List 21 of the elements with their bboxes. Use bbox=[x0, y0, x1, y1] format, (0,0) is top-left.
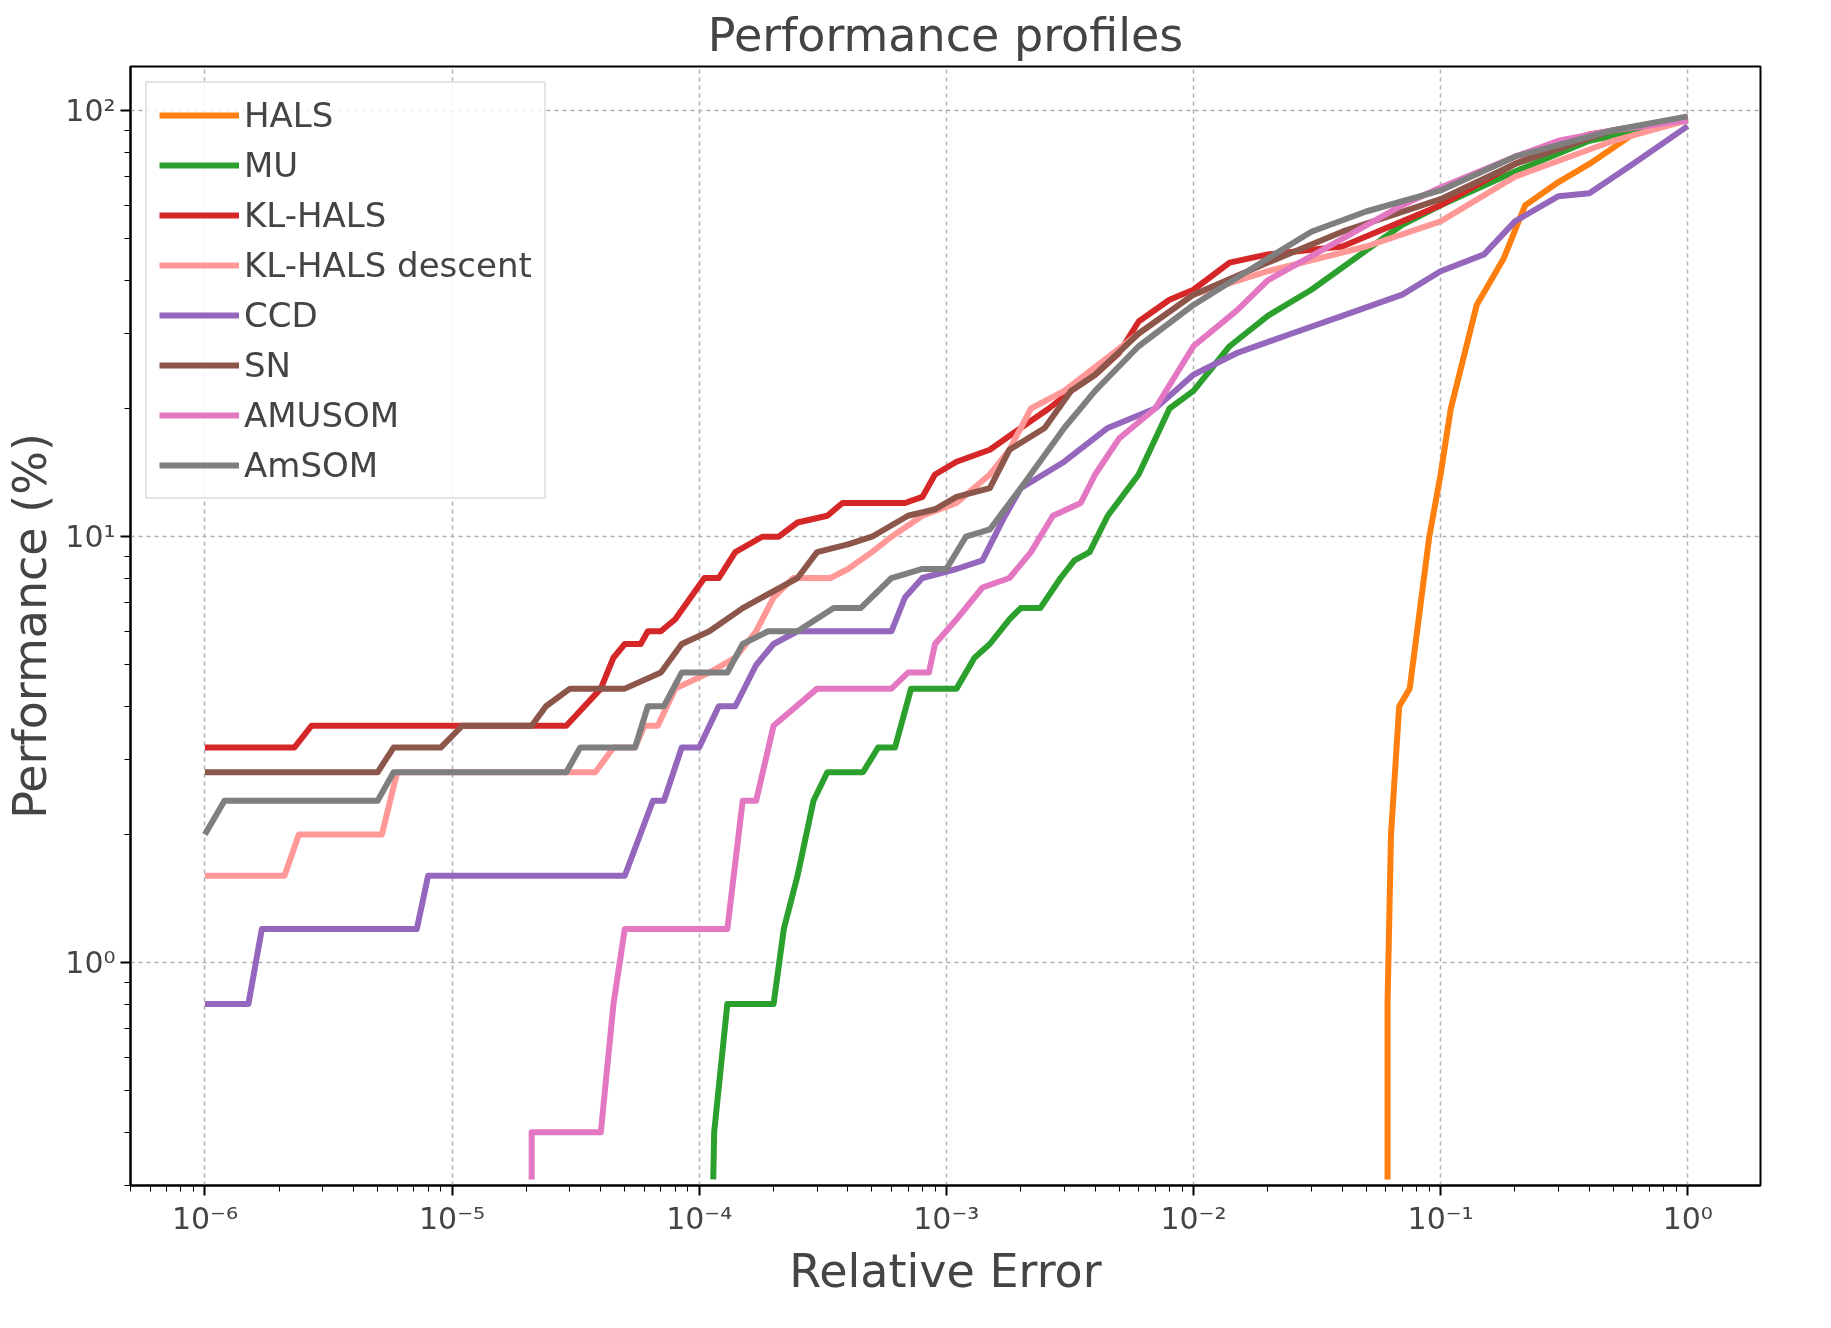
x-tick-label: 10⁰ bbox=[1662, 1200, 1713, 1236]
x-axis-title: Relative Error bbox=[789, 1243, 1102, 1298]
legend-label: CCD bbox=[244, 295, 318, 335]
legend-label: HALS bbox=[244, 95, 334, 135]
legend-label: MU bbox=[244, 145, 299, 185]
x-tick-label: 10⁻⁶ bbox=[171, 1200, 238, 1236]
legend-label: AMUSOM bbox=[244, 395, 400, 435]
x-tick-label: 10⁻³ bbox=[913, 1200, 980, 1236]
x-tick-label: 10⁻⁵ bbox=[419, 1200, 486, 1236]
y-tick-label: 10² bbox=[65, 93, 116, 129]
x-tick-label: 10⁻⁴ bbox=[666, 1200, 733, 1236]
legend-label: KL-HALS descent bbox=[244, 245, 532, 285]
legend-label: AmSOM bbox=[244, 445, 379, 485]
y-axis-title: Performance (%) bbox=[3, 433, 58, 819]
legend-label: KL-HALS bbox=[244, 195, 387, 235]
y-tick-label: 10¹ bbox=[65, 519, 116, 555]
x-tick-label: 10⁻¹ bbox=[1407, 1200, 1474, 1236]
x-tick-label: 10⁻² bbox=[1160, 1200, 1227, 1236]
legend-label: SN bbox=[244, 345, 292, 385]
y-tick-label: 10⁰ bbox=[65, 945, 116, 981]
chart-title: Performance profiles bbox=[707, 7, 1184, 62]
